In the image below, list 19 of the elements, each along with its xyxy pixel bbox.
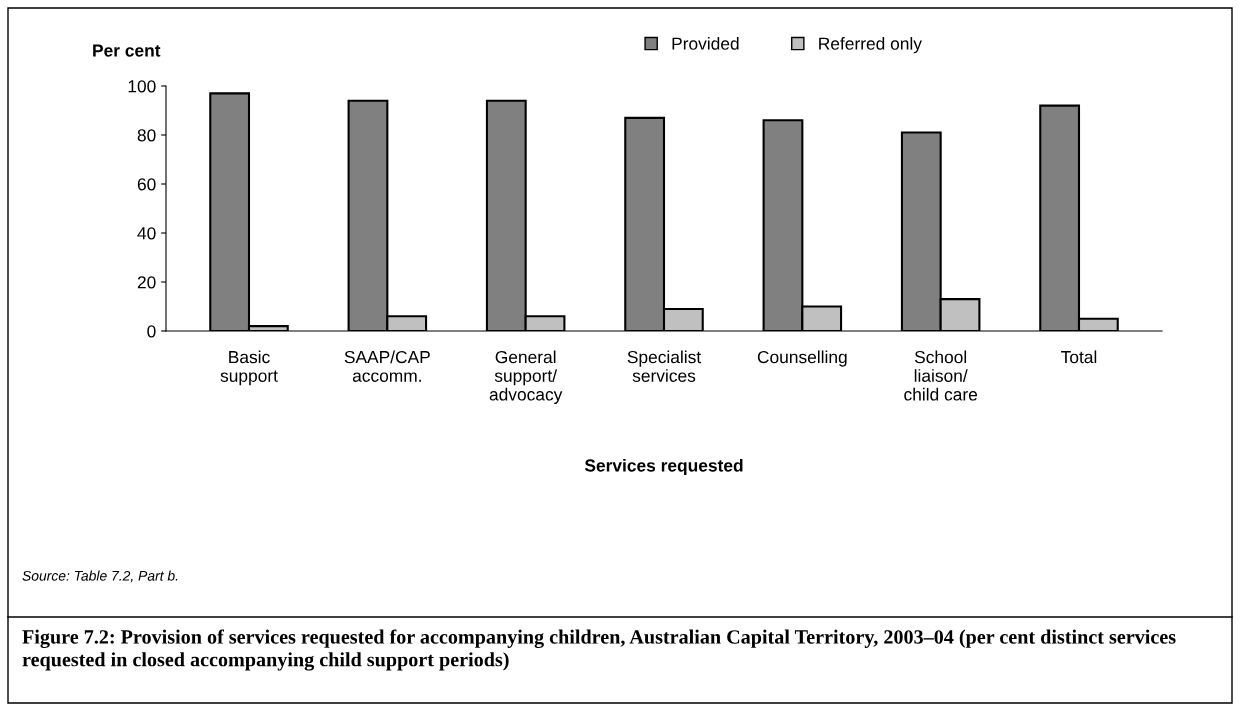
y-tick-label: 80 (137, 129, 156, 142)
x-tick-label: General support/ advocacy (489, 350, 563, 405)
y-tick-label: 100 (128, 80, 156, 93)
x-tick-label: Counselling (757, 350, 847, 367)
legend-label: Referred only (819, 37, 922, 54)
x-tick-label: School liaison/ child care (904, 350, 978, 401)
x-tick-label: Specialist services (627, 350, 702, 382)
y-tick-label: 60 (137, 178, 156, 191)
x-axis-title: Services requested (584, 458, 743, 476)
y-tick-label: 20 (137, 276, 156, 289)
y-tick-label: 0 (147, 325, 156, 338)
y-tick-label: 40 (137, 227, 156, 240)
y-axis-title: Per cent (93, 44, 161, 57)
text: Figure 7.2: Provision of services requested for accompanying children, Australian Capital Territory, 2003–04 (per cent distinct services requested in closed accompanying child support periods) (22, 629, 1176, 671)
x-tick-label: SAAP/CAP accomm. (344, 350, 430, 382)
legend-label: Provided (672, 37, 739, 50)
x-tick-label: Basic support (220, 350, 278, 386)
x-tick-label: Total (1061, 350, 1097, 364)
source-note: Source: Table 7.2, Part b. (22, 570, 178, 583)
